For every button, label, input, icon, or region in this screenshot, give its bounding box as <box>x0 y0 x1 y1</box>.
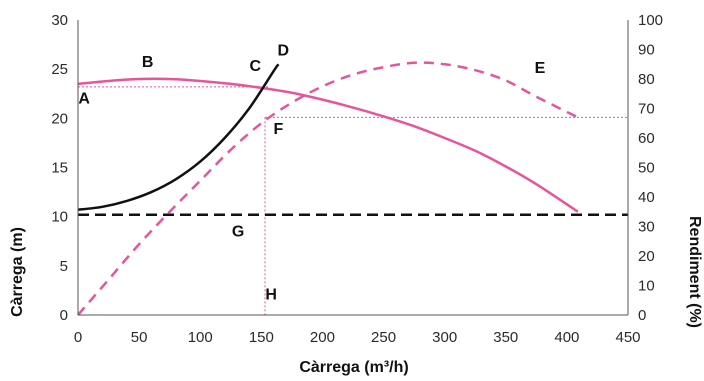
point-label-a: A <box>78 91 90 108</box>
x-tick-label: 450 <box>615 329 640 346</box>
x-tick-label: 150 <box>249 329 274 346</box>
x-tick-label: 200 <box>310 329 335 346</box>
point-label-g: G <box>232 223 244 240</box>
y-right-tick-label: 100 <box>638 12 663 29</box>
x-tick-label: 100 <box>188 329 213 346</box>
data-series <box>77 61 628 316</box>
point-label-e: E <box>535 60 546 77</box>
point-labels: A B CD E F G H <box>78 42 545 303</box>
y-right-tick-label: 0 <box>638 307 646 324</box>
y-left-tick-label: 25 <box>51 61 68 78</box>
y-left-tick-label: 0 <box>60 307 68 324</box>
series-line-0 <box>77 77 579 213</box>
point-label-h: H <box>265 286 277 303</box>
tick-labels: 0 50 100 150 200 250 300 350 400 4500510152025300… <box>51 12 663 346</box>
y-right-tick-label: 80 <box>638 71 655 88</box>
x-tick-label: 50 <box>131 329 148 346</box>
x-tick-label: 250 <box>371 329 396 346</box>
y-left-axis-title: Càrrega (m) <box>9 227 26 317</box>
y-right-tick-label: 50 <box>638 160 655 177</box>
y-right-tick-label: 70 <box>638 101 655 118</box>
reference-lines <box>78 86 628 315</box>
series-line-3 <box>77 61 579 316</box>
y-left-tick-label: 20 <box>51 110 68 127</box>
y-left-tick-label: 5 <box>60 258 68 275</box>
y-right-tick-label: 60 <box>638 130 655 147</box>
point-label-b: B <box>142 54 154 71</box>
y-left-tick-label: 15 <box>51 160 68 177</box>
x-tick-label: 350 <box>493 329 518 346</box>
y-right-tick-label: 30 <box>638 219 655 236</box>
point-label-c: C <box>249 58 261 75</box>
y-right-tick-label: 20 <box>638 248 655 265</box>
x-tick-label: 0 <box>74 329 82 346</box>
x-tick-label: 300 <box>432 329 457 346</box>
y-right-tick-label: 10 <box>638 278 655 295</box>
x-tick-label: 400 <box>554 329 579 346</box>
y-right-tick-label: 40 <box>638 189 655 206</box>
axes <box>77 20 629 316</box>
y-right-tick-label: 90 <box>638 42 655 59</box>
series-line-1 <box>77 63 280 212</box>
x-axis-title: Càrrega (m³/h) <box>299 359 408 376</box>
point-label-d: D <box>278 42 290 59</box>
y-left-tick-label: 30 <box>51 12 68 29</box>
point-label-f: F <box>274 121 284 138</box>
y-right-axis-title: Rendiment (%) <box>686 216 703 328</box>
y-left-tick-label: 10 <box>51 209 68 226</box>
